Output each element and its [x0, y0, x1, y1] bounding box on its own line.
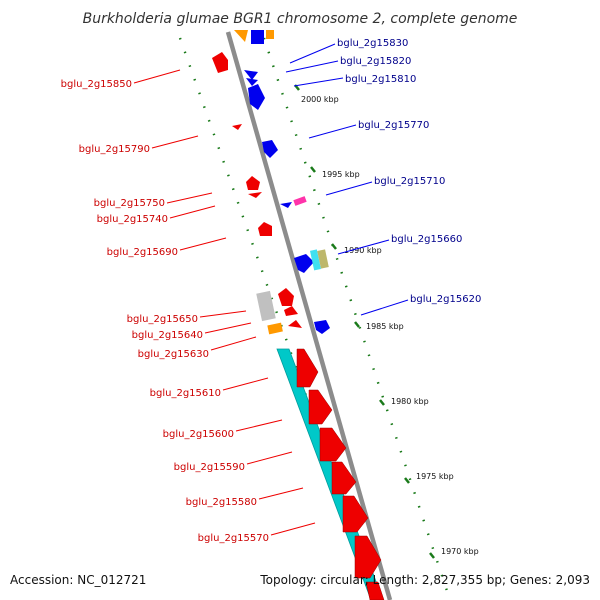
gene-arrow: [296, 348, 319, 388]
gene-arrow: [246, 78, 258, 86]
label-leader: [325, 181, 373, 196]
pseudogene-khaki: [317, 249, 329, 269]
label-leader: [199, 310, 247, 318]
gene-arrow: [288, 320, 302, 328]
gene-label-fwd[interactable]: bglu_2g15710: [374, 176, 445, 187]
scale-label: 1980 kbp: [391, 397, 429, 406]
scale-label: 1995 kbp: [322, 170, 360, 179]
gene-label-rev[interactable]: bglu_2g15740: [97, 214, 168, 225]
gene-arrow: [248, 84, 265, 110]
gene-arrow: [308, 389, 333, 425]
gene-arrow: [294, 254, 314, 273]
label-leader: [166, 192, 213, 204]
label-leader: [210, 336, 257, 351]
gene-label-rev[interactable]: bglu_2g15570: [198, 533, 269, 544]
misc-feature-cyan: [309, 249, 321, 271]
forward-gene-labels: bglu_2g15830 bglu_2g15820 bglu_2g15810 b…: [285, 38, 481, 316]
label-leader: [179, 237, 227, 251]
genome-summary-text: Topology: circular; Length: 2,827,355 bp…: [260, 573, 590, 587]
gene-label-rev[interactable]: bglu_2g15640: [132, 330, 203, 341]
rna-feature-orange: [267, 322, 283, 335]
gene-arrow: [319, 427, 347, 462]
gene-label-rev[interactable]: bglu_2g15750: [94, 198, 165, 209]
gene-arrow: [246, 176, 260, 190]
gene-label-rev[interactable]: bglu_2g15630: [138, 349, 209, 360]
scale-tick: [310, 166, 316, 173]
gene-arrow: [331, 461, 357, 495]
scale-label: 1970 kbp: [441, 547, 479, 556]
gene-label-fwd[interactable]: bglu_2g15620: [410, 294, 481, 305]
forward-genes: [244, 70, 330, 334]
chromosome-backbone: [225, 31, 393, 600]
gene-arrow: [314, 320, 330, 334]
scale-label: 1985 kbp: [366, 322, 404, 331]
gene-label-rev[interactable]: bglu_2g15600: [163, 429, 234, 440]
accession-text: Accession: NC_012721: [10, 573, 147, 587]
gene-label-fwd[interactable]: bglu_2g15660: [391, 234, 462, 245]
gene-label-fwd[interactable]: bglu_2g15810: [345, 74, 416, 85]
gene-label-fwd[interactable]: bglu_2g15830: [337, 38, 408, 49]
scale-tick: [379, 399, 385, 406]
reverse-genes: [212, 52, 302, 328]
scale-tick: [404, 477, 410, 484]
label-leader: [293, 77, 344, 87]
rna-feature-top-left: [234, 30, 248, 42]
gene-label-fwd[interactable]: bglu_2g15770: [358, 120, 429, 131]
label-leader: [308, 124, 357, 139]
gene-label-rev[interactable]: bglu_2g15610: [150, 388, 221, 399]
gene-arrow: [248, 192, 262, 198]
scale-label: 1990 kbp: [344, 246, 382, 255]
pseudogene-gray: [256, 290, 276, 322]
label-leader: [337, 239, 390, 255]
gene-label-rev[interactable]: bglu_2g15590: [174, 462, 245, 473]
top-features: [234, 30, 274, 44]
label-leader: [169, 205, 216, 219]
label-leader: [222, 377, 269, 391]
gene-arrow: [244, 70, 258, 80]
outer-scale-ring: [262, 37, 452, 600]
gene-label-rev[interactable]: bglu_2g15850: [61, 79, 132, 90]
forward-gene-top: [251, 30, 264, 44]
gene-arrow: [212, 52, 228, 73]
label-leader: [360, 299, 409, 316]
misc-feature-magenta: [293, 196, 307, 206]
gene-label-rev[interactable]: bglu_2g15790: [79, 144, 150, 155]
label-leader: [289, 43, 336, 64]
label-leader: [258, 487, 304, 500]
gene-label-rev[interactable]: bglu_2g15650: [127, 314, 198, 325]
gene-arrow: [262, 140, 278, 158]
label-leader: [246, 451, 293, 465]
reverse-operon-genes: [296, 348, 385, 600]
scale-label: 2000 kbp: [301, 95, 339, 104]
scale-tick-marks: [294, 84, 435, 559]
scale-tick: [331, 243, 337, 250]
label-leader: [285, 60, 339, 73]
scale-tick: [429, 552, 435, 559]
gene-arrow: [278, 288, 294, 306]
map-title: Burkholderia glumae BGR1 chromosome 2, c…: [83, 11, 518, 27]
gene-arrow: [258, 222, 272, 236]
label-leader: [270, 522, 316, 536]
gene-label-rev[interactable]: bglu_2g15580: [186, 497, 257, 508]
gene-arrow: [232, 124, 242, 130]
scale-label: 1975 kbp: [416, 472, 454, 481]
label-leader: [133, 69, 181, 84]
gene-arrow: [354, 535, 382, 579]
gene-label-fwd[interactable]: bglu_2g15820: [340, 56, 411, 67]
label-leader: [235, 419, 283, 432]
gene-arrow: [284, 306, 298, 316]
label-leader: [204, 322, 252, 334]
label-leader: [151, 135, 199, 149]
gene-arrow: [365, 581, 385, 600]
gene-arrow: [342, 495, 369, 533]
reverse-gene-labels: bglu_2g15850 bglu_2g15790 bglu_2g15750 b…: [61, 69, 316, 544]
scale-tick: [354, 321, 360, 328]
rna-feature-top: [266, 30, 274, 39]
gene-label-rev[interactable]: bglu_2g15690: [107, 247, 178, 258]
gene-arrow: [280, 202, 292, 208]
